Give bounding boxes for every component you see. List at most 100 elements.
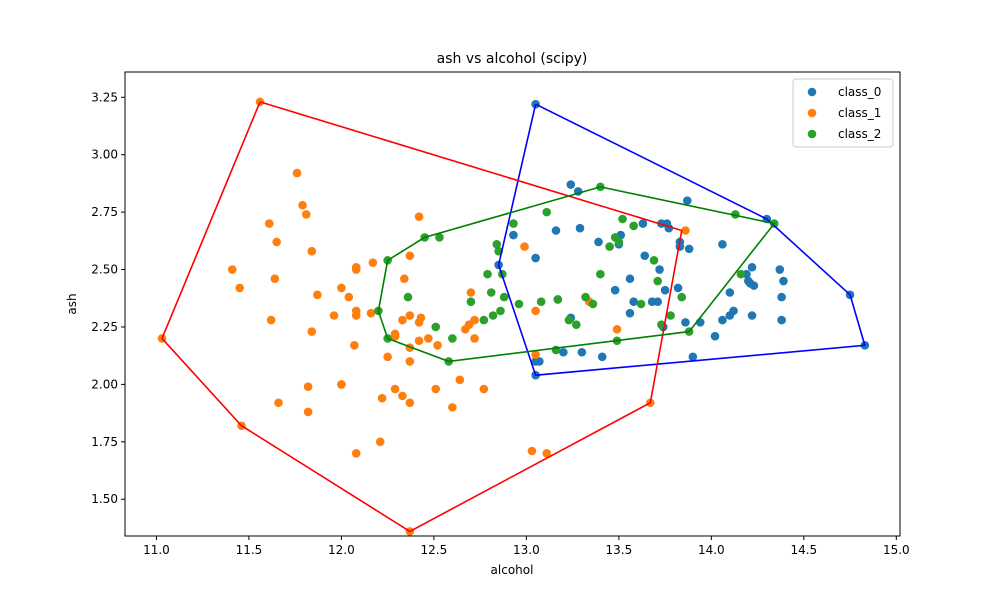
legend-label-class_0: class_0 [838,85,881,99]
data-point-class_2 [653,276,662,286]
data-point-class_2 [492,239,502,249]
data-point-class_0 [531,253,540,263]
data-point-class_0 [718,239,727,249]
legend: class_0 class_1 class_2 [792,78,894,148]
data-point-class_1 [235,283,244,293]
data-point-class_0 [688,352,698,362]
legend-label-class_1: class_1 [838,106,881,120]
data-point-class_1 [303,382,313,391]
data-point-class_1 [431,384,441,394]
y-tick-label: 2.00 [91,377,118,391]
data-point-class_1 [350,341,359,350]
data-point-class_0 [531,357,540,366]
data-point-class_2 [553,295,563,304]
data-point-class_2 [486,288,496,297]
data-point-class_0 [509,230,518,240]
data-point-class_0 [559,347,568,357]
data-point-class_2 [509,219,518,228]
data-point-class_1 [531,350,540,359]
data-point-class_1 [612,324,622,334]
data-point-class_0 [745,279,755,288]
data-point-class_2 [479,315,489,325]
legend-label-class_2: class_2 [838,127,881,141]
data-point-class_2 [431,322,441,332]
data-point-class_0 [673,283,683,293]
data-point-class_0 [775,265,785,274]
data-point-class_1 [520,242,529,251]
y-tick-label: 2.75 [91,205,118,219]
x-tick-label: 13.0 [513,543,540,557]
data-point-class_1 [470,315,479,325]
data-point-class_2 [435,233,444,242]
data-point-class_1 [264,219,274,228]
data-point-class_1 [301,210,311,219]
data-point-class_1 [531,306,540,316]
data-point-class_0 [718,315,727,325]
data-point-class_0 [710,331,720,341]
data-point-class_1 [227,265,237,274]
data-point-class_2 [499,292,509,302]
y-tick-label: 3.25 [91,90,118,104]
data-point-class_0 [575,223,585,233]
axis-ticks: 11.0 11.5 12.0 12.5 13.0 13.5 14.0 14.5 15.0 1.50… [91,90,909,557]
data-point-class_1 [455,375,465,385]
data-point-class_1 [390,384,400,394]
data-point-class_1 [466,288,476,297]
data-point-class_2 [448,334,457,343]
data-point-class_2 [618,214,627,224]
data-point-class_1 [292,168,302,178]
data-point-class_0 [684,244,694,254]
y-tick-label: 2.25 [91,320,118,334]
legend-marker-class_2 [807,129,817,139]
plot-area [157,97,870,536]
data-point-class_2 [496,306,505,316]
data-point-class_1 [344,292,354,302]
data-point-class_0 [629,297,638,307]
data-point-class_0 [625,274,635,284]
data-point-class_2 [610,233,620,242]
y-axis-label: ash [65,293,79,314]
data-point-class_0 [655,265,664,274]
data-point-class_1 [383,352,392,362]
data-point-class_2 [466,297,476,307]
data-point-class_1 [266,315,276,325]
data-point-class_1 [351,306,361,316]
data-point-class_0 [779,276,788,286]
data-point-class_1 [405,398,415,408]
x-tick-label: 12.5 [421,543,448,557]
data-point-class_1 [337,380,346,389]
data-point-class_0 [777,292,786,302]
series-class_0 [494,99,870,380]
data-point-class_2 [514,299,524,309]
data-point-class_1 [527,446,537,456]
y-tick-label: 2.50 [91,263,118,277]
x-tick-label: 13.5 [605,543,632,557]
data-point-class_0 [747,262,757,272]
data-point-class_2 [483,269,492,279]
data-point-class_1 [303,407,313,417]
data-point-class_1 [329,311,339,320]
data-point-class_1 [307,327,317,336]
data-point-class_1 [398,391,407,401]
hull-line-class_2 [377,186,776,363]
data-point-class_2 [564,315,574,325]
data-point-class_1 [405,357,415,366]
data-point-class_0 [681,318,690,327]
data-point-class_1 [542,449,552,458]
data-point-class_1 [681,226,690,235]
data-point-class_2 [588,299,598,309]
series-class_1 [157,97,690,536]
data-point-class_1 [416,313,426,323]
data-point-class_1 [366,308,376,318]
data-point-class_0 [647,297,657,307]
legend-marker-class_0 [807,87,817,97]
data-point-class_1 [414,336,424,346]
data-point-class_2 [629,221,638,231]
data-point-class_0 [638,219,648,228]
x-tick-label: 11.0 [143,543,170,557]
data-point-class_0 [729,306,738,316]
data-point-class_0 [625,308,635,318]
data-point-class_2 [677,292,687,302]
y-tick-label: 1.75 [91,435,118,449]
